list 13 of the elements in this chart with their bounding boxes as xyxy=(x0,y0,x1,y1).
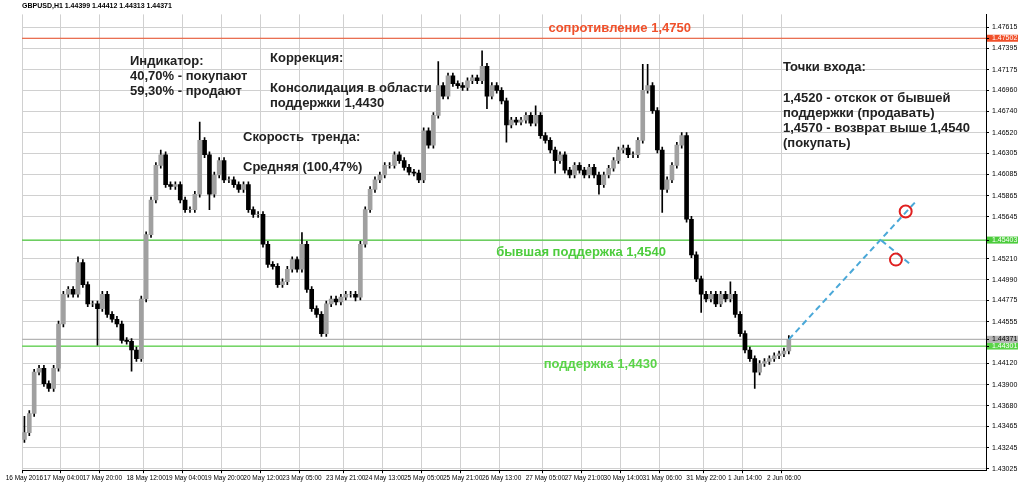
annotation: 40,70% - покупают xyxy=(130,68,248,83)
ref-line-label: поддержка 1,4430 xyxy=(543,355,658,371)
annotation: 59,30% - продают xyxy=(130,83,242,98)
ref-line-label: бывшая поддержка 1,4540 xyxy=(496,243,667,259)
annotation: Индикатор: xyxy=(130,53,204,68)
annotation: Коррекция: xyxy=(270,50,345,65)
annotation: 1,4570 - возврат выше 1,4540 (покупать) xyxy=(783,120,972,150)
annotation: Скорость тренда: xyxy=(243,129,362,144)
ref-line-label: сопротивление 1,4750 xyxy=(548,19,691,35)
annotation: Консолидация в области поддержки 1,4430 xyxy=(270,80,433,110)
annotation: Средняя (100,47%) xyxy=(243,159,364,174)
annotation: 1,4520 - отскок от бывшей поддержки (продавать) xyxy=(783,90,952,120)
annotation: Точки входа: xyxy=(783,59,866,74)
